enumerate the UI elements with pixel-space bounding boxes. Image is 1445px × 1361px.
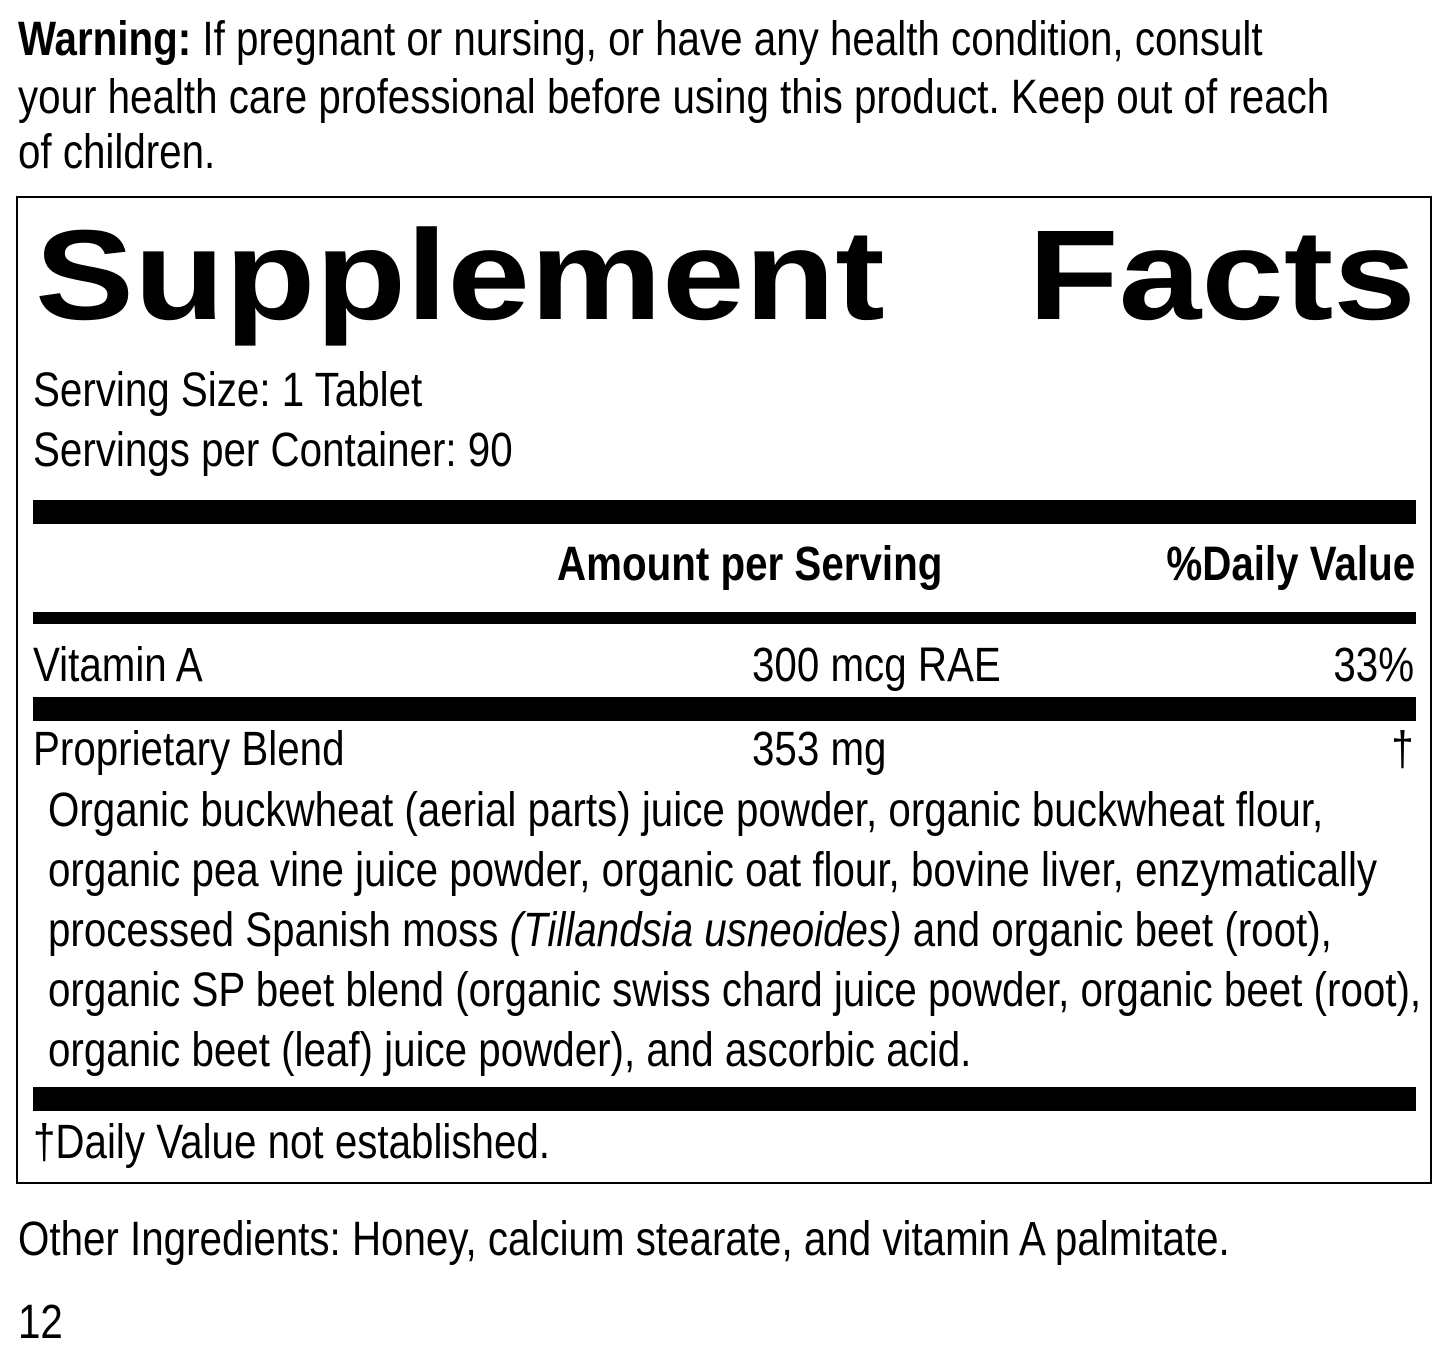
divider-thick: [33, 1087, 1416, 1111]
row-name: Proprietary Blend: [33, 723, 345, 776]
row-dv: 33%: [1333, 639, 1414, 692]
blend-line: organic pea vine juice powder, organic o…: [48, 844, 1378, 897]
warning-line-2: your health care professional before usi…: [18, 71, 1330, 124]
row-amount: 353 mg: [752, 723, 887, 776]
warning-label: Warning:: [18, 13, 192, 66]
blend-line: organic SP beet blend (organic swiss cha…: [48, 964, 1422, 1017]
blend-line: processed Spanish moss (Tillandsia usneo…: [48, 907, 1332, 955]
title-facts: Facts: [1028, 204, 1416, 347]
header-amount: Amount per Serving: [557, 538, 943, 591]
blend-text: and organic beet (root),: [901, 904, 1332, 957]
serving-size: Serving Size: 1 Tablet: [33, 364, 423, 417]
supplement-facts-panel: [16, 196, 1432, 1184]
warning-line-1: Warning: If pregnant or nursing, or have…: [18, 16, 1263, 64]
title-supplement: Supplement: [35, 204, 885, 347]
row-dv: †: [1391, 723, 1414, 776]
blend-line: Organic buckwheat (aerial parts) juice p…: [48, 784, 1324, 837]
blend-line: organic beet (leaf) juice powder), and a…: [48, 1024, 972, 1077]
page-number: 12: [18, 1296, 63, 1349]
warning-line-3: of children.: [18, 126, 216, 179]
servings-per-container: Servings per Container: 90: [33, 424, 513, 477]
header-daily-value: %Daily Value: [1166, 538, 1415, 591]
divider-medium: [33, 612, 1416, 624]
divider-thick: [33, 697, 1416, 721]
warning-text: If pregnant or nursing, or have any heal…: [191, 13, 1263, 66]
row-amount: 300 mcg RAE: [752, 639, 1001, 692]
footnote: †Daily Value not established.: [33, 1116, 551, 1169]
row-name: Vitamin A: [33, 639, 203, 692]
blend-text: processed Spanish moss: [48, 904, 510, 957]
other-ingredients: Other Ingredients: Honey, calcium steara…: [18, 1213, 1230, 1266]
divider-thick: [33, 500, 1416, 524]
botanical-name: (Tillandsia usneoides): [509, 904, 902, 957]
